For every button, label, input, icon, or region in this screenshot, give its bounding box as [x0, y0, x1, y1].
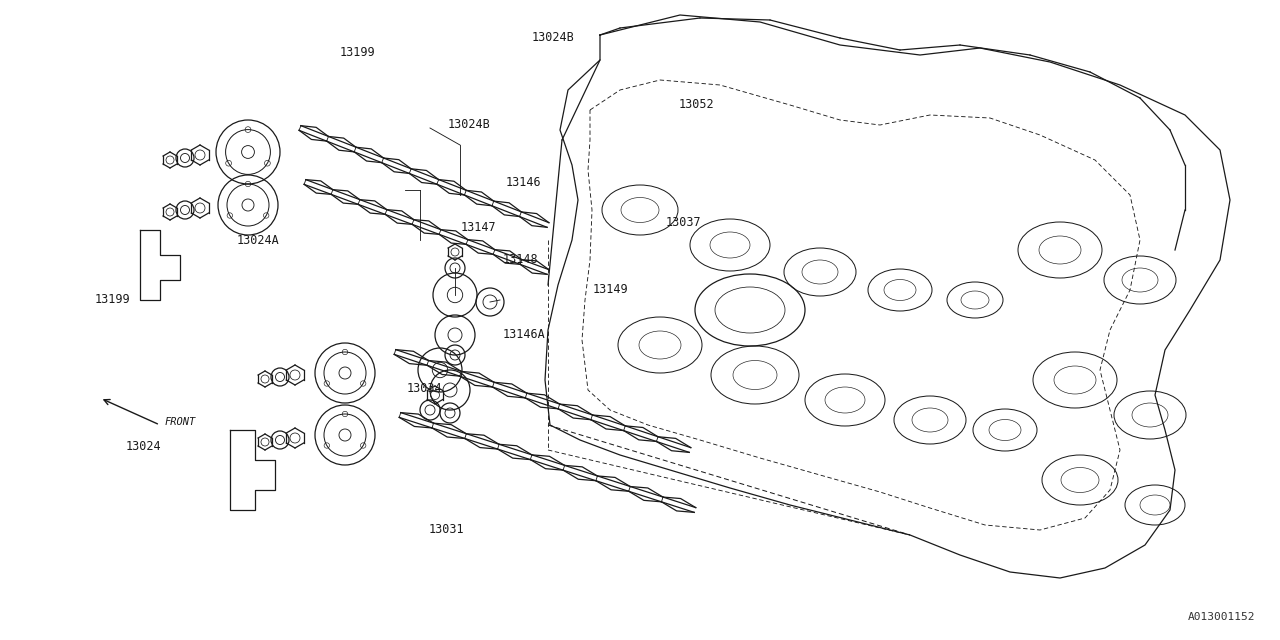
Text: 13034: 13034 — [407, 382, 443, 395]
Text: 13024A: 13024A — [237, 234, 279, 247]
Text: 13024: 13024 — [125, 440, 161, 453]
Text: A013001152: A013001152 — [1188, 612, 1254, 622]
Text: 13037: 13037 — [666, 216, 701, 229]
Text: 13146: 13146 — [506, 176, 541, 189]
Text: 13199: 13199 — [339, 46, 375, 59]
Text: 13146A: 13146A — [503, 328, 545, 341]
Text: 13147: 13147 — [461, 221, 497, 234]
Text: FRONT: FRONT — [165, 417, 196, 427]
Text: 13148: 13148 — [503, 253, 539, 266]
Text: 13031: 13031 — [429, 524, 465, 536]
Text: 13149: 13149 — [593, 284, 628, 296]
Text: 13024B: 13024B — [448, 118, 490, 131]
Text: 13024B: 13024B — [531, 31, 573, 44]
Text: 13052: 13052 — [678, 98, 714, 111]
Text: 13199: 13199 — [95, 293, 131, 306]
